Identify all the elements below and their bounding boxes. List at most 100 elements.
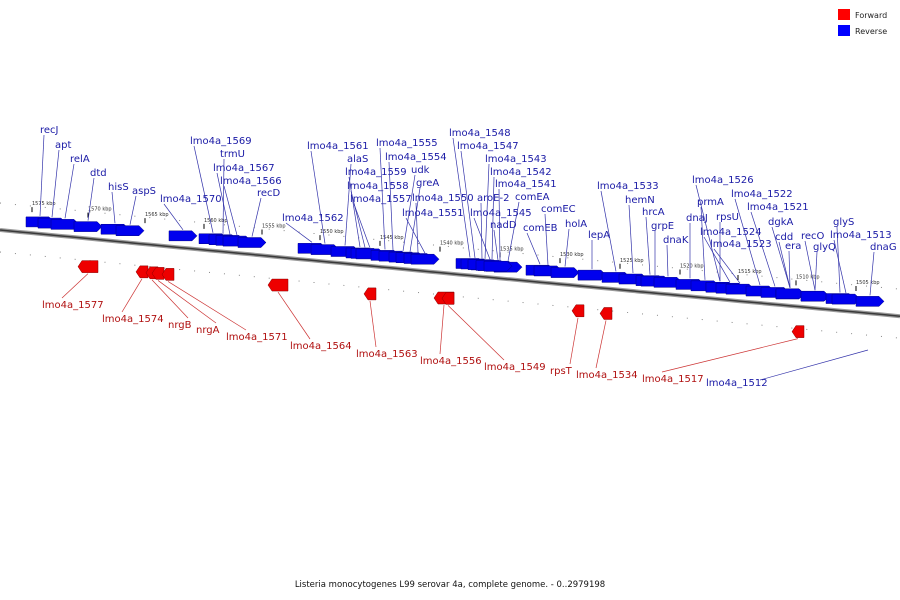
reverse-gene-label: relA [70, 154, 90, 165]
reverse-gene-leader [193, 145, 214, 233]
reverse-gene-leader [814, 251, 818, 291]
reverse-gene-leader [700, 206, 706, 280]
forward-gene-leader [595, 320, 607, 369]
reverse-gene-label: lmo4a_1550 [412, 193, 474, 204]
reverse-gene-arrow [115, 225, 145, 236]
forward-gene-label: lmo4a_1564 [290, 341, 352, 352]
forward-gene-label: lmo4a_1563 [356, 349, 418, 360]
forward-gene-label: nrgA [196, 325, 220, 336]
forward-gene-leader [369, 300, 377, 348]
legend-forward-swatch [838, 9, 850, 20]
reverse-gene-label: lmo4a_1543 [485, 154, 547, 165]
reverse-gene-leader [833, 239, 847, 294]
reverse-gene-label: trmU [220, 149, 245, 160]
forward-gene-arrow [571, 304, 585, 318]
reverse-gene-label: lmo4a_1569 [190, 136, 252, 147]
reverse-gene-arrow [550, 267, 580, 278]
forward-gene-label: lmo4a_1534 [576, 370, 638, 381]
reverse-gene-leader [493, 229, 499, 261]
reverse-gene-leader [409, 187, 421, 252]
reverse-gene-label: alaS [347, 154, 368, 165]
reverse-gene-leader [388, 161, 394, 251]
reverse-gene-arrow [410, 253, 440, 265]
reverse-gene-label: lmo4a_1545 [470, 208, 532, 219]
reverse-gene-leader [804, 240, 816, 291]
reverse-gene-label: glyS [833, 217, 854, 228]
reverse-gene-label: recJ [40, 125, 59, 136]
reverse-gene-label: recD [257, 188, 281, 199]
reverse-gene-arrow [237, 237, 267, 248]
legend-reverse-swatch [838, 25, 850, 36]
reverse-gene-label: lmo4a_1522 [731, 189, 793, 200]
reverse-gene-leader [460, 150, 476, 259]
reverse-gene-label: era [785, 241, 801, 252]
tick-label: 1555 kbp [262, 224, 286, 230]
reverse-gene-label: dnaG [870, 242, 897, 253]
reverse-gene-leader [526, 232, 541, 265]
reverse-gene-leader [778, 241, 791, 288]
reverse-gene-leader [87, 177, 95, 221]
reverse-gene-leader [216, 172, 231, 235]
reverse-gene-leader [491, 176, 495, 260]
reverse-gene-leader [415, 202, 419, 253]
forward-gene-arrow [77, 260, 99, 273]
forward-gene-arrow [135, 265, 149, 279]
reverse-gene-leader [484, 163, 490, 259]
reverse-gene-leader [750, 211, 776, 287]
reverse-gene-leader [285, 222, 313, 243]
reverse-gene-leader [713, 248, 741, 284]
reverse-gene-label: hrcA [642, 207, 665, 218]
forward-gene-label: lmo4a_1517 [642, 374, 704, 385]
tick-label: 1510 kbp [796, 274, 820, 280]
forward-gene-label: nrgB [168, 320, 192, 331]
reverse-gene-leader [507, 201, 520, 262]
backbone-line [0, 229, 900, 317]
reverse-gene-leader [353, 203, 371, 249]
forward-gene-leader [167, 281, 247, 331]
reverse-gene-leader [564, 228, 570, 267]
reverse-gene-arrow [73, 221, 103, 232]
reverse-gene-leader [734, 198, 761, 286]
reverse-gene-arrow [775, 288, 805, 300]
reverse-gene-label: udk [411, 165, 430, 176]
reverse-gene-leader [788, 250, 791, 288]
forward-gene-arrow [161, 268, 175, 281]
forward-gene-arrow [441, 292, 455, 305]
reverse-gene-label: lmo4a_1551 [402, 208, 464, 219]
forward-gene-arrow [599, 307, 613, 320]
reverse-gene-leader [771, 226, 791, 288]
guide-top [0, 202, 900, 290]
tick-label: 1525 kbp [620, 258, 644, 264]
reverse-gene-leader [759, 349, 869, 381]
reverse-gene-leader [628, 204, 634, 274]
forward-gene-leader [661, 338, 799, 373]
tick-label: 1520 kbp [680, 263, 704, 269]
reverse-gene-label: dgkA [768, 217, 793, 228]
reverse-gene-label: lmo4a_1548 [449, 128, 511, 139]
reverse-gene-label: lmo4a_1559 [345, 167, 407, 178]
forward-gene-leader [277, 291, 311, 340]
forward-gene-arrow [267, 278, 289, 292]
forward-gene-label: lmo4a_1556 [420, 356, 482, 367]
reverse-gene-label: lmo4a_1566 [220, 176, 282, 187]
legend-forward-label: Forward [855, 11, 887, 20]
tick-label: 1535 kbp [500, 246, 524, 252]
reverse-gene-label: lmo4a_1524 [700, 227, 762, 238]
map-caption: Listeria monocytogenes L99 serovar 4a, c… [295, 580, 605, 590]
reverse-gene-leader [402, 174, 416, 252]
reverse-gene-label: dnaJ [686, 213, 708, 224]
reverse-gene-label: holA [565, 219, 587, 230]
reverse-gene-leader [869, 251, 875, 296]
reverse-gene-label: comEC [541, 204, 576, 215]
forward-gene-leader [151, 279, 189, 319]
reverse-gene-label: lmo4a_1523 [710, 239, 772, 250]
reverse-gene-leader [223, 185, 238, 236]
forward-gene-label: lmo4a_1574 [102, 314, 164, 325]
reverse-gene-label: lmo4a_1570 [160, 194, 222, 205]
reverse-gene-label: aroE-2 [477, 193, 509, 204]
tick-label: 1545 kbp [380, 235, 404, 241]
reverse-gene-leader [348, 176, 361, 248]
reverse-gene-label: recO [801, 231, 825, 242]
